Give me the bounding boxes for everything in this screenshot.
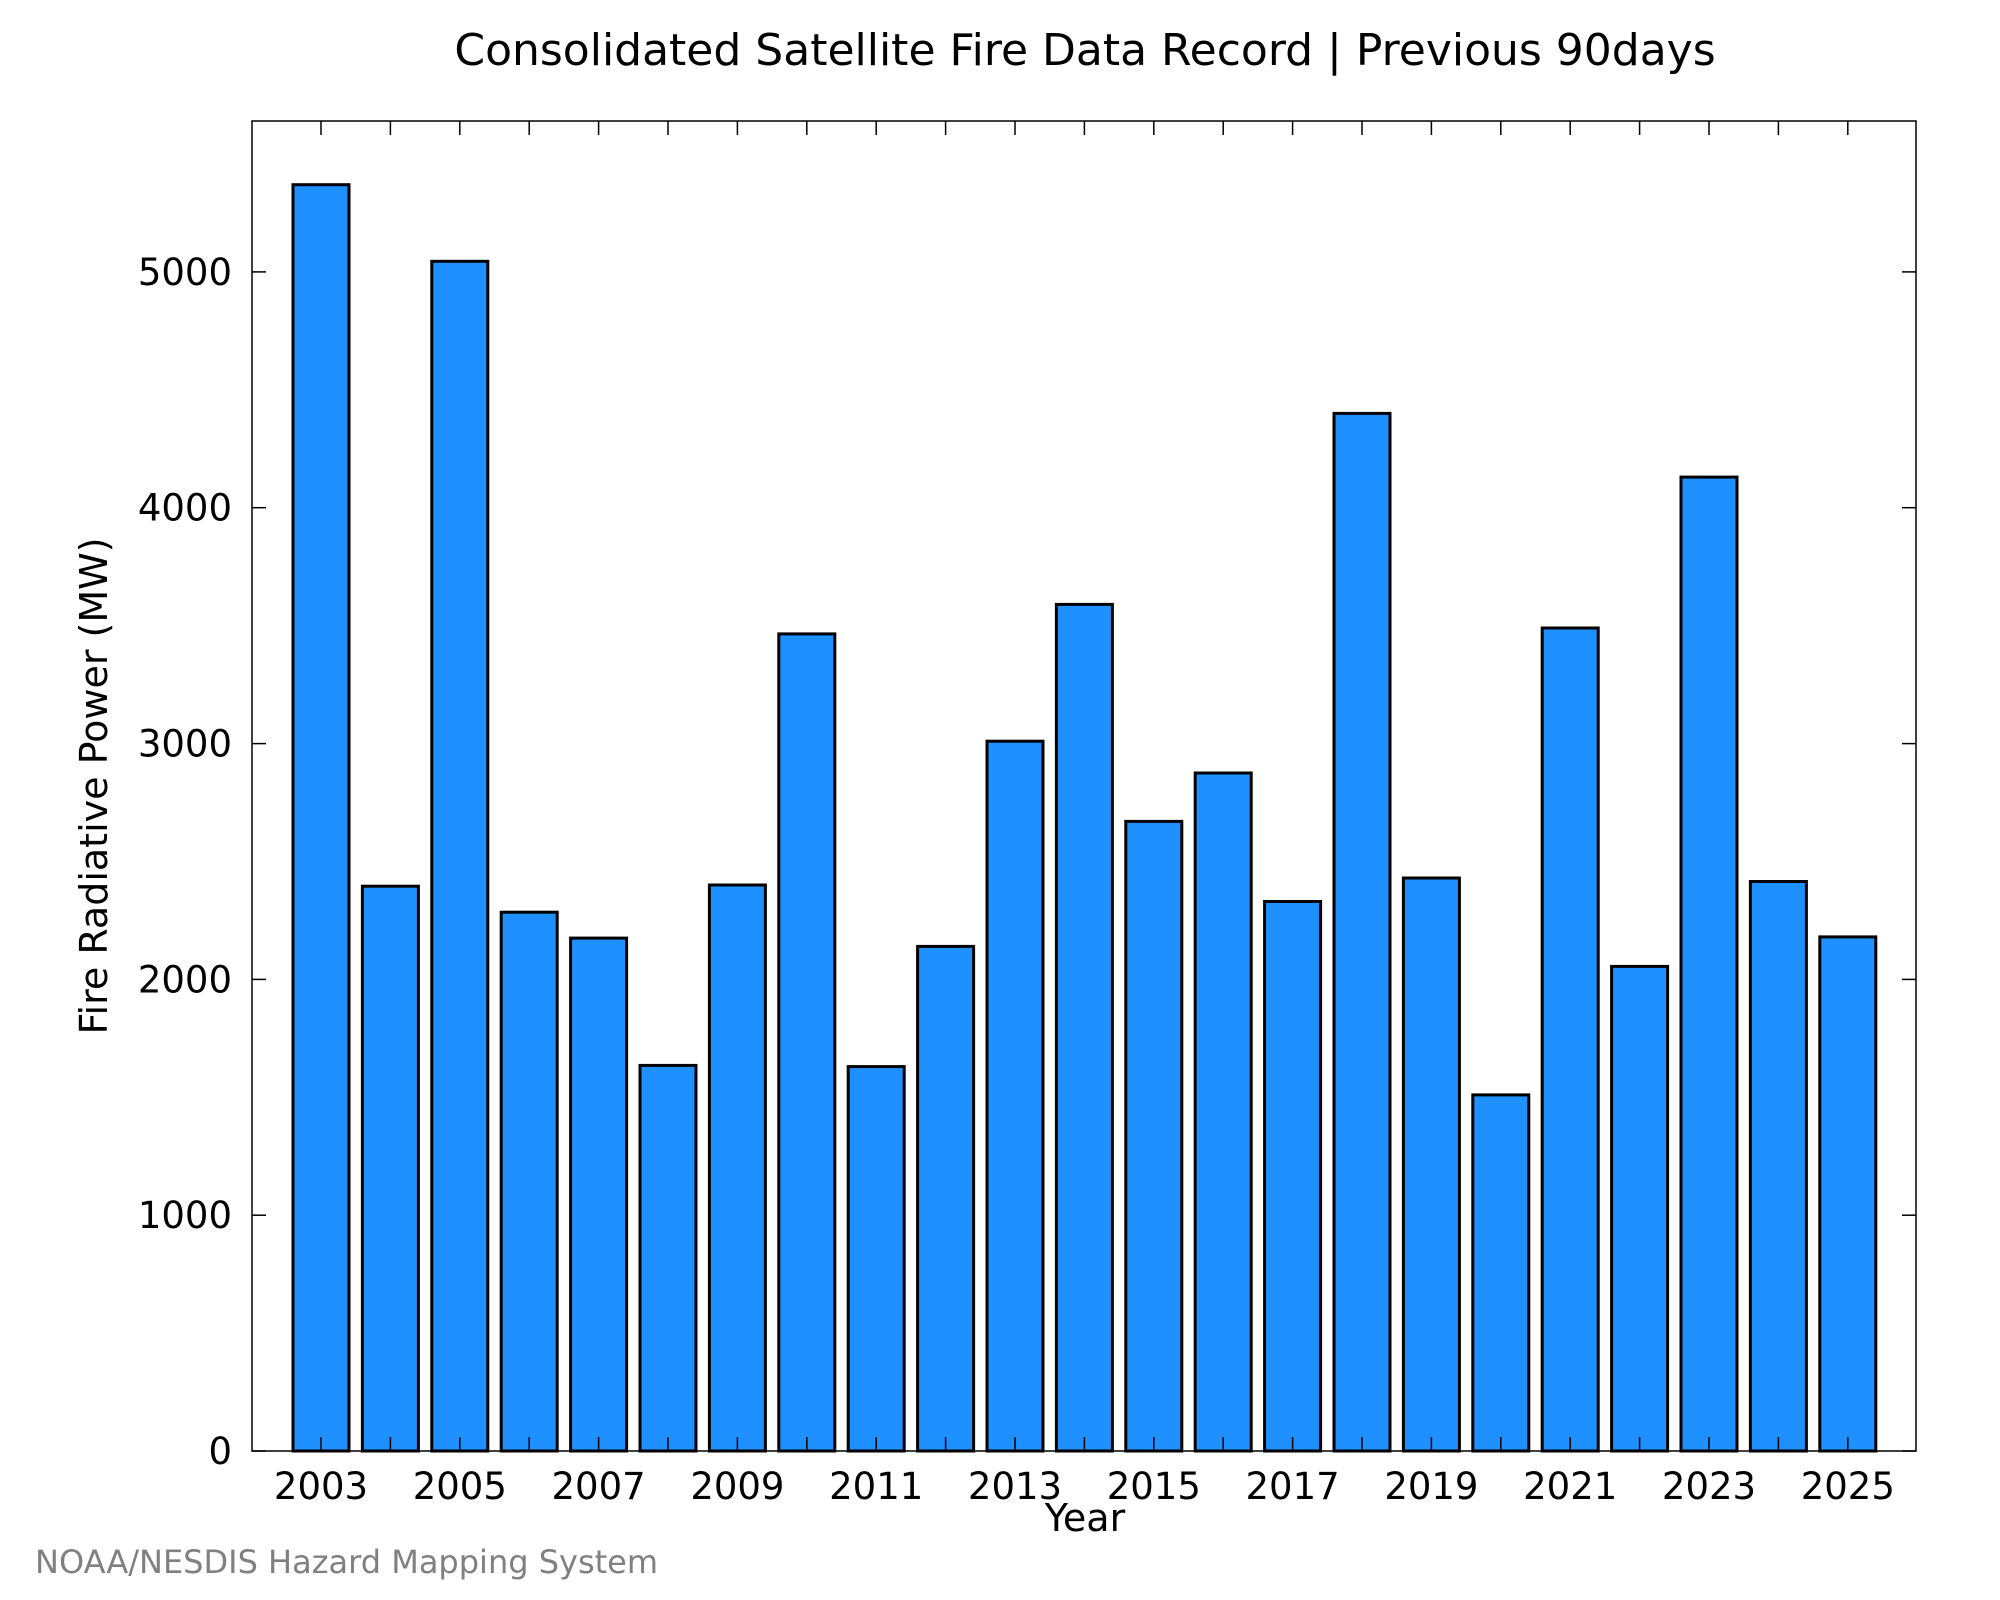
y-tick-label-4000: 4000 [138,487,232,530]
bar-2011 [846,1065,906,1453]
bar-2017 [1263,900,1323,1453]
y-tick-label-1000: 1000 [138,1194,232,1237]
x-tick-label-2023: 2023 [1662,1465,1756,1508]
credit-text: NOAA/NESDIS Hazard Mapping System [35,1543,658,1581]
x-tick-label-2011: 2011 [829,1465,923,1508]
bars-layer [291,183,1878,1453]
bar-2004 [360,884,420,1453]
bar-2015 [1124,819,1184,1453]
bar-2007 [569,936,629,1453]
x-tick-label-2013: 2013 [968,1465,1062,1508]
x-tick-label-2009: 2009 [690,1465,784,1508]
bar-2024 [1748,880,1808,1453]
bar-2005 [430,259,490,1453]
bar-2016 [1193,771,1253,1453]
bar-2014 [1054,602,1114,1453]
y-tick-label-0: 0 [208,1430,232,1473]
bar-2009 [707,883,767,1453]
x-tick-label-2025: 2025 [1801,1465,1895,1508]
x-tick-label-2005: 2005 [413,1465,507,1508]
bar-2003 [291,183,351,1453]
bar-2006 [499,910,559,1453]
ticks-layer [252,121,1916,1452]
bar-2019 [1401,876,1461,1453]
bar-2022 [1610,964,1670,1453]
bar-2010 [777,632,837,1453]
y-axis-label: Fire Radiative Power (MW) [72,537,116,1034]
x-tick-label-2015: 2015 [1107,1465,1201,1508]
bar-2012 [916,944,976,1453]
bar-2023 [1679,475,1739,1453]
bar-2021 [1540,626,1600,1453]
y-tick-label-3000: 3000 [138,723,232,766]
x-tick-label-2003: 2003 [274,1465,368,1508]
x-tick-label-2017: 2017 [1246,1465,1340,1508]
x-axis-label: Year [1044,1496,1126,1540]
tick-labels-layer: 2003 2005 2007 2009 2011 2013 2015 2017 2019 2021… [138,251,1895,1508]
x-tick-label-2007: 2007 [552,1465,646,1508]
bar-2013 [985,739,1045,1453]
bar-2025 [1818,935,1878,1453]
x-tick-label-2021: 2021 [1523,1465,1617,1508]
x-tick-label-2019: 2019 [1384,1465,1478,1508]
y-tick-label-5000: 5000 [138,251,232,294]
bar-2020 [1471,1093,1531,1453]
bar-2008 [638,1063,698,1453]
y-tick-label-2000: 2000 [138,958,232,1001]
bar-2018 [1332,411,1392,1453]
chart-title: Consolidated Satellite Fire Data Record … [454,25,1715,76]
